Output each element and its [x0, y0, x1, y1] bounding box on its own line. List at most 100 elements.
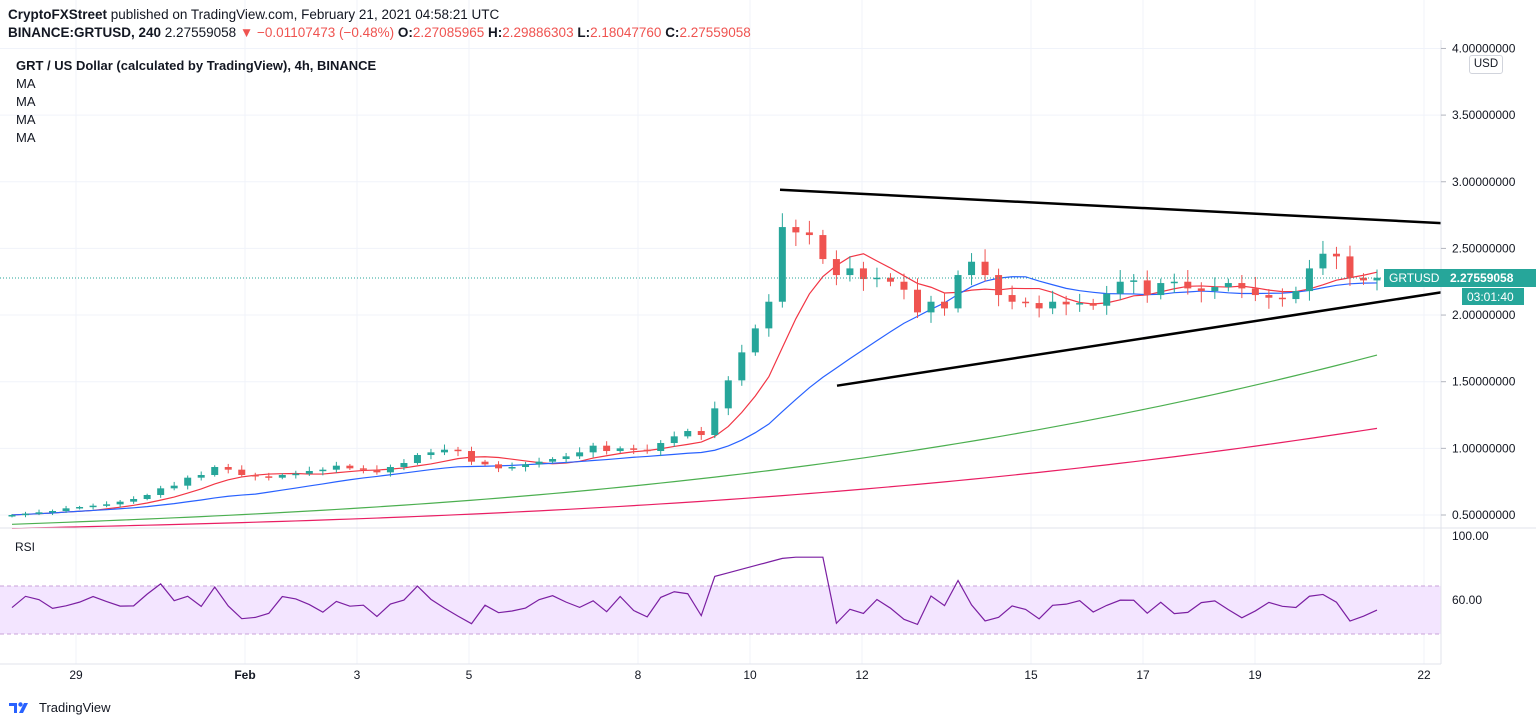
candle-body	[576, 452, 584, 457]
l-label: L:	[577, 25, 591, 40]
candle-body	[1197, 288, 1205, 292]
legend-ma-4[interactable]: MA	[16, 130, 36, 145]
candle-body	[1346, 256, 1354, 278]
price-tag-value: 2.27559058	[1450, 271, 1514, 285]
rsi-label: RSI	[15, 540, 35, 554]
rsi-line	[11, 556, 1378, 626]
candle-body	[400, 463, 408, 468]
candle-body	[1170, 281, 1178, 284]
candle-body	[535, 461, 543, 465]
candle-body	[657, 443, 665, 452]
candle-body	[765, 301, 773, 329]
candle-body	[116, 501, 124, 505]
candle-body	[292, 473, 300, 476]
down-arrow-icon: ▼	[239, 25, 254, 40]
candle-body	[711, 408, 719, 436]
candle-body	[197, 475, 205, 478]
candle-body	[1211, 287, 1219, 292]
o-value: 2.27085965	[412, 25, 485, 40]
time-tick-label: 22	[1417, 668, 1431, 682]
candle-body	[265, 476, 273, 478]
candle-body	[468, 451, 476, 462]
candle-body	[1116, 281, 1124, 294]
candle-body	[913, 289, 921, 313]
time-tick-label: 19	[1248, 668, 1262, 682]
rsi-band	[0, 586, 1441, 634]
price-tick-label: 0.50000000	[1452, 508, 1516, 522]
time-tick-label: 17	[1136, 668, 1150, 682]
candle-body	[1238, 283, 1246, 289]
ma-line	[11, 427, 1378, 529]
candle-body	[170, 485, 178, 489]
candle-body	[738, 352, 746, 381]
candle-body	[968, 261, 976, 276]
candle-body	[454, 449, 462, 452]
candle-body	[332, 465, 340, 470]
candle-body	[35, 512, 43, 514]
candle-body	[832, 259, 840, 276]
l-value: 2.18047760	[590, 25, 662, 40]
candle-body	[130, 499, 138, 502]
candle-body	[778, 227, 786, 302]
lower-trendline	[836, 291, 1442, 387]
candle-body	[1022, 301, 1030, 304]
h-value: 2.29886303	[502, 25, 574, 40]
candle-body	[1251, 288, 1259, 296]
legend-ma-2[interactable]: MA	[16, 94, 36, 109]
candle-body	[684, 431, 692, 437]
symbol-interval[interactable]: BINANCE:GRTUSD, 240	[8, 25, 162, 40]
candle-body	[359, 468, 367, 470]
candle-body	[995, 275, 1003, 296]
legend-ma-3[interactable]: MA	[16, 112, 36, 127]
candle-body	[1373, 277, 1381, 281]
last-price: 2.27559058	[164, 25, 237, 40]
candle-body	[319, 469, 327, 472]
candle-body	[157, 488, 165, 496]
rsi-tick-label: 100.00	[1452, 529, 1489, 543]
rsi-pane	[0, 556, 1441, 635]
candle-body	[927, 301, 935, 313]
candle-body	[1049, 301, 1057, 309]
publisher[interactable]: CryptoFXStreet	[8, 7, 108, 22]
candle-body	[1332, 253, 1340, 257]
candle-body	[184, 477, 192, 486]
candle-body	[549, 459, 557, 462]
candle-body	[846, 268, 854, 276]
candle-body	[1130, 280, 1138, 282]
candle-body	[616, 448, 624, 452]
countdown: 03:01:40	[1467, 290, 1514, 304]
footer[interactable]: TradingView	[8, 699, 111, 715]
price-tick-label: 2.00000000	[1452, 308, 1516, 322]
h-label: H:	[488, 25, 503, 40]
upper-trendline	[779, 188, 1442, 225]
price-tick-label: 1.00000000	[1452, 441, 1516, 455]
currency-button[interactable]: USD	[1469, 55, 1503, 74]
candle-body	[76, 507, 84, 509]
candle-body	[62, 508, 70, 512]
time-tick-label: 29	[69, 668, 83, 682]
legend-ma-1[interactable]: MA	[16, 76, 36, 91]
published-text: published on TradingView.com, February 2…	[110, 7, 500, 22]
candle-body	[495, 464, 503, 469]
candle-body	[1305, 268, 1313, 292]
candle-body	[103, 504, 111, 506]
candlesticks	[8, 213, 1381, 518]
candle-body	[819, 235, 827, 260]
candle-body	[346, 465, 354, 469]
grid	[0, 0, 1441, 664]
c-value: 2.27559058	[679, 25, 751, 40]
c-label: C:	[665, 25, 680, 40]
candle-body	[805, 232, 813, 236]
candle-body	[373, 469, 381, 473]
time-axis: 29 Feb 3 5 8 10 12 15 17 19 22	[69, 668, 1431, 682]
legend-title[interactable]: GRT / US Dollar (calculated by TradingVi…	[16, 58, 377, 73]
price-tick-label: 1.50000000	[1452, 375, 1516, 389]
candle-body	[508, 467, 516, 469]
candle-body	[670, 436, 678, 444]
candle-body	[224, 467, 232, 470]
candle-body	[630, 448, 638, 450]
candle-body	[305, 471, 313, 474]
publish-line: CryptoFXStreet published on TradingView.…	[8, 7, 499, 22]
candle-body	[1292, 291, 1300, 300]
